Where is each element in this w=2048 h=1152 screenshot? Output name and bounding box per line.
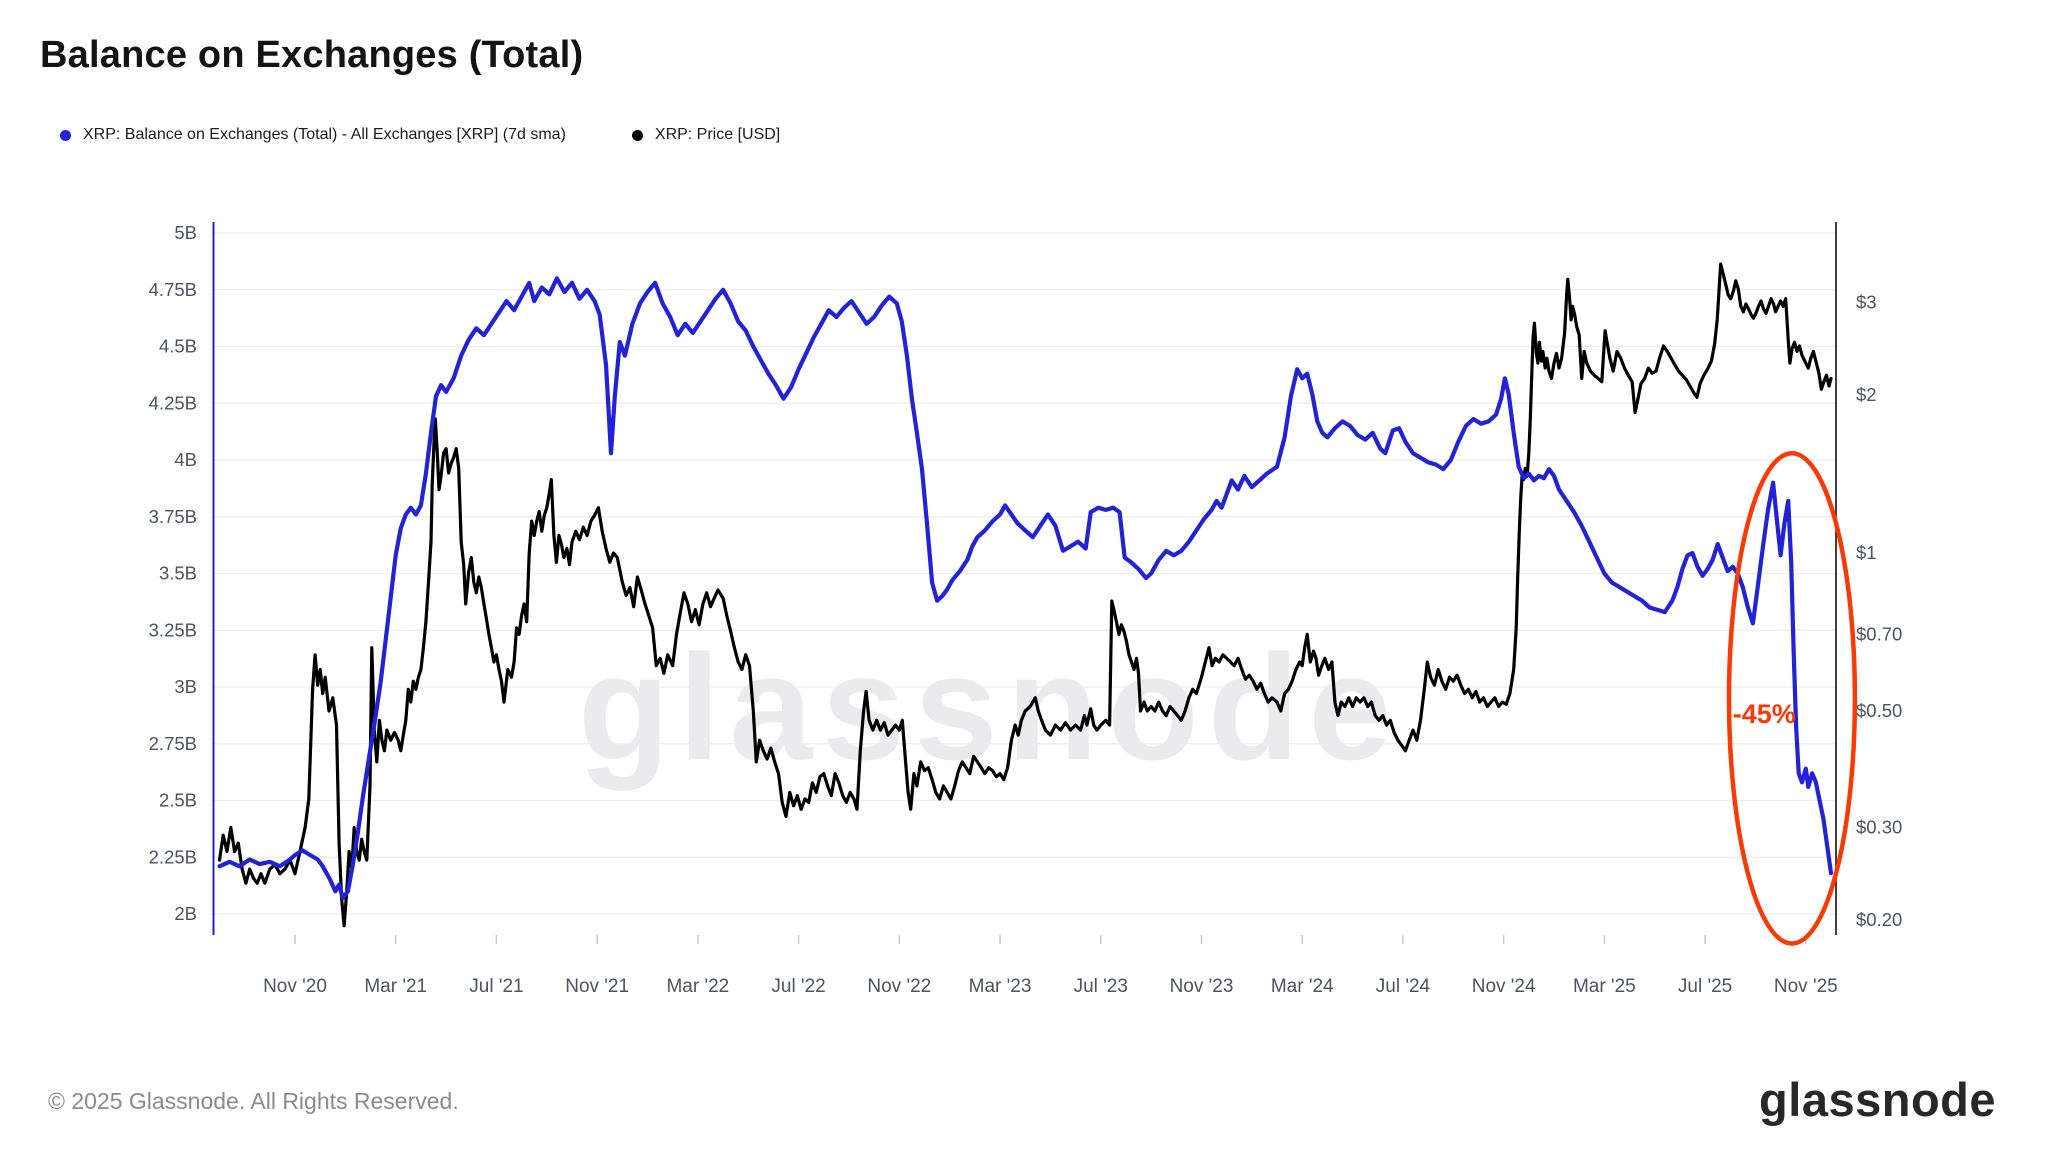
y-axis-right-label: $0.20	[1856, 909, 1902, 930]
y-axis-left-label: 4B	[174, 449, 197, 470]
balance-series-line	[217, 276, 1834, 901]
x-axis-label: Nov '24	[1472, 976, 1536, 997]
y-axis-left-label: 2.5B	[159, 790, 197, 811]
x-axis-label: Mar '23	[969, 976, 1032, 997]
y-axis-left-label: 3.25B	[149, 619, 197, 640]
x-axis-label: Jul '23	[1074, 976, 1128, 997]
x-axis-label: Jul '21	[469, 976, 523, 997]
y-axis-left-label: 3.5B	[159, 563, 197, 584]
y-axis-left-label: 2.75B	[149, 733, 197, 754]
drop-annotation-label: -45%	[1733, 699, 1796, 729]
y-axis-right-label: $0.70	[1856, 623, 1902, 644]
x-axis-label: Jul '22	[771, 976, 825, 997]
x-axis-label: Mar '22	[666, 976, 729, 997]
chart-legend: XRP: Balance on Exchanges (Total) - All …	[60, 126, 780, 144]
y-axis-left-label: 2B	[174, 903, 197, 924]
chart-svg: 5B 4.75B 4.5B 4.25B 4B 3.75B 3.5B 3.25B 3B 2.75B 2…	[149, 222, 1902, 997]
x-axis-label: Nov '22	[867, 976, 931, 997]
y-axis-left-label: 3B	[174, 676, 197, 697]
x-axis-label: Nov '21	[565, 976, 629, 997]
price-series-line	[217, 262, 1833, 928]
y-axis-right-label: $0.50	[1856, 700, 1902, 721]
legend-item-balance[interactable]: XRP: Balance on Exchanges (Total) - All …	[60, 126, 566, 144]
y-axis-left-label: 3.75B	[149, 506, 197, 527]
price-series-dot-icon	[631, 129, 643, 141]
x-axis-label: Mar '25	[1573, 976, 1636, 997]
x-axis-label: Jul '25	[1678, 976, 1732, 997]
x-axis-label: Nov '25	[1774, 976, 1838, 997]
y-axis-left-label: 5B	[174, 222, 197, 243]
legend-label-price: XRP: Price [USD]	[654, 126, 781, 143]
x-axis-label: Nov '20	[263, 976, 327, 997]
y-axis-left-label: 2.25B	[149, 846, 197, 867]
x-axis-label: Jul '24	[1376, 976, 1431, 997]
glassnode-logo: glassnode	[1759, 1073, 1996, 1126]
balance-series-dot-icon	[60, 129, 71, 141]
x-axis-label: Mar '24	[1271, 976, 1334, 997]
footer-copyright: © 2025 Glassnode. All Rights Reserved.	[48, 1088, 459, 1114]
x-axis-label: Mar '21	[364, 976, 427, 997]
drop-annotation-ellipse	[1726, 450, 1858, 946]
y-axis-left-label: 4.25B	[149, 392, 197, 413]
legend-item-price[interactable]: XRP: Price [USD]	[631, 126, 781, 144]
y-axis-left-label: 4.5B	[159, 336, 197, 357]
y-axis-right-label: $3	[1856, 292, 1877, 313]
chart-plot-area[interactable]: glassnode 5B 4.75B 4.5B 4.25B 4B 3.75B 3.5B 3.2…	[0, 170, 2048, 1010]
y-axis-right-label: $0.30	[1856, 817, 1902, 838]
page-title: Balance on Exchanges (Total)	[40, 34, 584, 76]
x-axis-label: Nov '23	[1170, 976, 1234, 997]
y-axis-right-label: $2	[1856, 384, 1877, 405]
y-axis-left-label: 4.75B	[149, 279, 197, 300]
y-axis-right-label: $1	[1856, 542, 1877, 563]
glassnode-watermark: glassnode	[578, 623, 1401, 791]
legend-label-balance: XRP: Balance on Exchanges (Total) - All …	[83, 126, 566, 143]
